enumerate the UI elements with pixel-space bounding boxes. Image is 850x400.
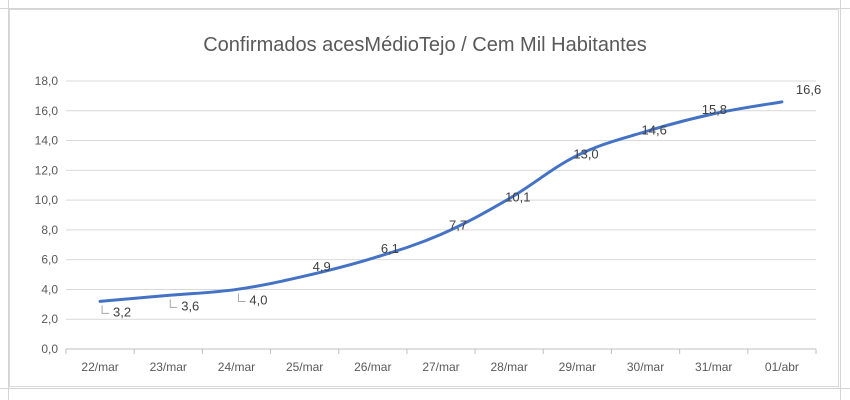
sheet-gridline — [0, 8, 850, 9]
data-label-leader — [237, 293, 246, 302]
y-tick-label: 14,0 — [35, 134, 59, 148]
data-label: 6,1 — [381, 241, 399, 256]
series-line — [98, 100, 784, 303]
x-tick-label: 01/abr — [765, 360, 799, 374]
data-label: 14,6 — [642, 123, 667, 138]
x-tick-label: 28/mar — [491, 360, 528, 374]
data-label: 10,1 — [505, 190, 530, 205]
sheet-gridline — [8, 0, 9, 400]
x-tick-label: 23/mar — [150, 360, 187, 374]
sheet-gridline — [0, 388, 850, 389]
x-tick-label: 31/mar — [695, 360, 732, 374]
y-tick-label: 12,0 — [35, 163, 59, 177]
x-tick-label: 22/mar — [81, 360, 118, 374]
x-tick-label: 24/mar — [218, 360, 255, 374]
y-tick-label: 8,0 — [41, 223, 58, 237]
data-label: 4,9 — [313, 259, 331, 274]
data-label: 16,6 — [796, 82, 821, 97]
data-label: 4,0 — [249, 292, 267, 307]
chart-title: Confirmados acesMédioTejo / Cem Mil Habi… — [203, 34, 647, 56]
y-tick-label: 2,0 — [41, 312, 58, 326]
line-chart: 0,0 2,0 4,0 6,0 8,0 10,0 12,0 14,0 16,0 18,0 22/ma… — [35, 74, 822, 374]
data-label: 15,8 — [702, 102, 727, 117]
data-label-leader — [101, 305, 110, 314]
y-tick-label: 10,0 — [35, 193, 59, 207]
chart-area[interactable]: Confirmados acesMédioTejo / Cem Mil Habi… — [9, 9, 839, 387]
x-tick-label: 27/mar — [422, 360, 459, 374]
data-label: 3,2 — [113, 304, 131, 319]
y-tick-label: 18,0 — [35, 74, 59, 88]
y-tick-label: 0,0 — [41, 342, 58, 356]
data-label-leader — [169, 299, 178, 308]
sheet-gridline — [840, 0, 841, 400]
data-label: 7,7 — [449, 217, 467, 232]
data-label: 13,0 — [573, 146, 598, 161]
y-tick-label: 6,0 — [41, 253, 58, 267]
x-tick-label: 29/mar — [559, 360, 596, 374]
y-tick-label: 4,0 — [41, 282, 58, 296]
y-tick-label: 16,0 — [35, 104, 59, 118]
data-label: 3,6 — [181, 298, 199, 313]
x-tick-label: 26/mar — [354, 360, 391, 374]
x-tick-label: 30/mar — [627, 360, 664, 374]
x-tick-label: 25/mar — [286, 360, 323, 374]
